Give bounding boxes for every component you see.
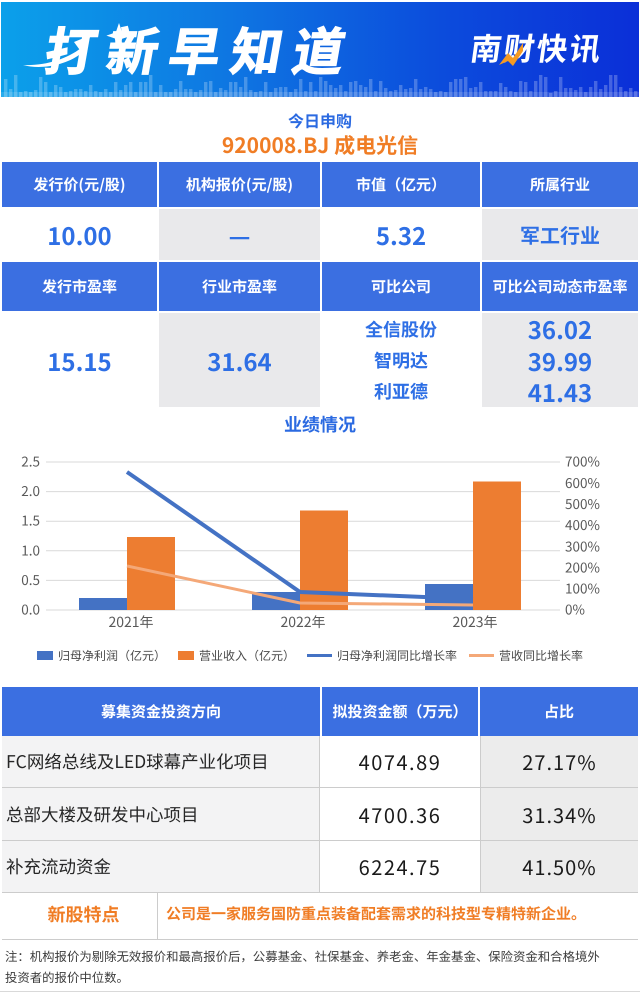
- svg-text:2021年: 2021年: [108, 612, 153, 632]
- svg-text:100%: 100%: [565, 578, 600, 598]
- svg-text:0.5: 0.5: [21, 569, 40, 589]
- svg-text:营收同比增长率: 营收同比增长率: [499, 647, 583, 664]
- svg-text:600%: 600%: [565, 472, 600, 492]
- svg-text:300%: 300%: [565, 535, 600, 555]
- svg-text:1.0: 1.0: [21, 539, 40, 559]
- svg-text:700%: 700%: [565, 451, 600, 471]
- svg-text:0%: 0%: [565, 599, 585, 619]
- svg-text:1.5: 1.5: [21, 510, 40, 530]
- svg-text:2022年: 2022年: [280, 612, 325, 632]
- svg-text:营业收入（亿元）: 营业收入（亿元）: [199, 647, 295, 664]
- svg-text:2.5: 2.5: [21, 451, 40, 471]
- svg-text:归母净利润（亿元）: 归母净利润（亿元）: [58, 647, 166, 664]
- svg-text:2.0: 2.0: [21, 480, 40, 500]
- svg-text:归母净利润同比增长率: 归母净利润同比增长率: [337, 647, 457, 664]
- svg-text:400%: 400%: [565, 514, 600, 534]
- svg-text:500%: 500%: [565, 493, 600, 513]
- svg-text:0.0: 0.0: [21, 599, 40, 619]
- svg-text:2023年: 2023年: [452, 612, 497, 632]
- svg-text:200%: 200%: [565, 556, 600, 576]
